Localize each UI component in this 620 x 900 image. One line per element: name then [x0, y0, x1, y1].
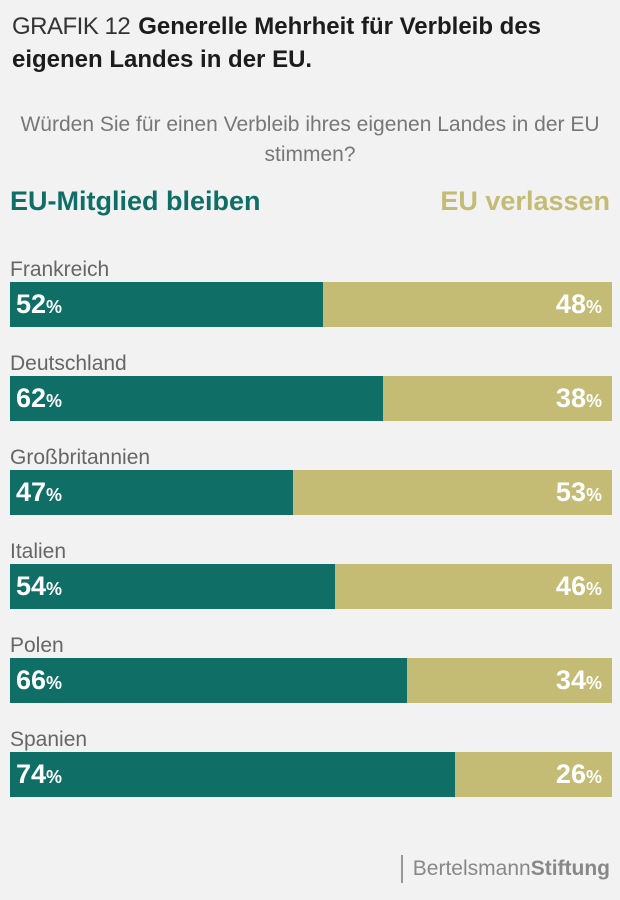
bar-remain: 54% [10, 564, 336, 609]
legend-leave: EU verlassen [440, 186, 610, 216]
data-label: 47% [16, 477, 63, 507]
bar-leave: 26% [455, 752, 612, 797]
stacked-bar: 66% 34% [10, 658, 612, 703]
data-label: 34% [555, 665, 602, 695]
bar-remain: 52% [10, 282, 324, 327]
bar-leave: 48% [323, 282, 612, 327]
data-label: 62% [16, 383, 63, 413]
category-label: Italien [10, 540, 67, 563]
bar-leave: 53% [292, 470, 612, 515]
brand-logo: BertelsmannStiftung [400, 855, 610, 883]
brand-bold: Stiftung [530, 857, 610, 880]
bar-leave: 34% [407, 658, 612, 703]
figure-number: GRAFIK 12 [12, 13, 131, 40]
stacked-bar: 74% 26% [10, 752, 612, 797]
category-label: Spanien [10, 728, 88, 751]
data-label: 66% [16, 665, 63, 695]
data-label: 38% [555, 383, 602, 413]
chart-subtitle: Würden Sie für einen Verbleib ihres eige… [20, 113, 600, 166]
data-label: 48% [555, 289, 602, 319]
data-label: 53% [555, 477, 602, 507]
data-label: 74% [16, 759, 63, 789]
bar-remain: 74% [10, 752, 456, 797]
bar-remain: 62% [10, 376, 384, 421]
bar-remain: 47% [10, 470, 293, 515]
brand-light: Bertelsmann [412, 857, 531, 880]
legend-remain: EU-Mitglied bleiben [10, 186, 261, 216]
category-label: Frankreich [10, 258, 110, 281]
bar-leave: 46% [335, 564, 612, 609]
title-text: Generelle Mehrheit für Verbleib des eige… [12, 13, 542, 73]
chart-title: GRAFIK 12 Generelle Mehrheit für Verbleib… [12, 10, 612, 76]
data-label: 46% [555, 571, 602, 601]
category-label: Großbritannien [10, 446, 151, 469]
category-label: Polen [10, 634, 64, 657]
data-label: 26% [555, 759, 602, 789]
data-label: 52% [16, 289, 63, 319]
stacked-bar: 54% 46% [10, 564, 612, 609]
data-label: 54% [16, 571, 63, 601]
stacked-bar: 47% 53% [10, 470, 612, 515]
stacked-bar: 62% 38% [10, 376, 612, 421]
category-label: Deutschland [10, 352, 127, 375]
bar-remain: 66% [10, 658, 408, 703]
bar-leave: 38% [383, 376, 612, 421]
stacked-bar: 52% 48% [10, 282, 612, 327]
